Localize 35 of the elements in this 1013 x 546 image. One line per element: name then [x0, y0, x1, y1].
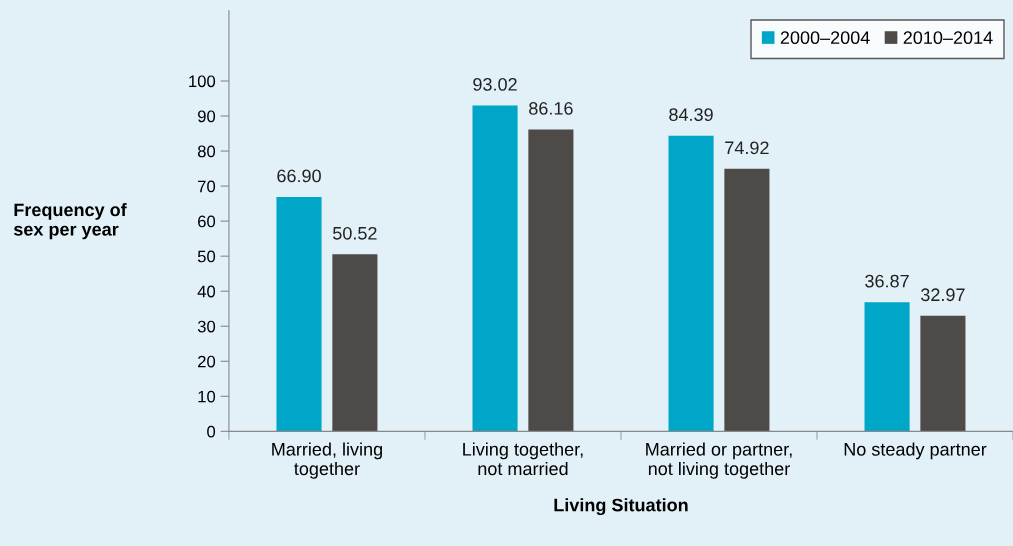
- y-tick-label: 10: [198, 390, 216, 403]
- data-label: 74.92: [725, 141, 769, 155]
- data-label: 86.16: [529, 102, 573, 115]
- data-label: 50.52: [333, 226, 377, 240]
- bar: [724, 168, 770, 432]
- x-tick-label: No steady partner: [844, 442, 987, 460]
- data-label: 93.02: [473, 77, 517, 91]
- x-axis-title: Living Situation: [554, 498, 688, 516]
- y-tick-label: 50: [197, 250, 216, 263]
- x-tick-label: Married or partner, not living together: [646, 442, 792, 479]
- y-tick-label: 30: [197, 320, 216, 333]
- data-label: 36.87: [865, 274, 909, 288]
- data-label: 84.39: [669, 108, 713, 121]
- y-tick-label: 90: [197, 110, 216, 123]
- bar: [332, 254, 378, 432]
- bar: [668, 135, 714, 432]
- data-label: 32.97: [921, 288, 965, 302]
- x-tick-label: Married, living together: [272, 442, 382, 479]
- legend-label: 2000–2004: [780, 31, 870, 45]
- y-tick-label: 60: [198, 215, 216, 228]
- y-axis-title: Frequency of sex per year: [13, 202, 127, 240]
- bar: [920, 315, 966, 432]
- bar: [864, 302, 910, 432]
- y-tick-label: 80: [197, 145, 216, 158]
- data-label: 66.90: [277, 169, 321, 183]
- y-tick-label: 0: [207, 425, 216, 438]
- y-tick-label: 70: [198, 180, 216, 193]
- y-tick-label: 20: [198, 355, 216, 368]
- x-tick-label: Living together, not married: [463, 442, 583, 476]
- y-tick-label: 40: [197, 285, 216, 298]
- bar: [472, 105, 518, 432]
- y-tick-label: 100: [189, 75, 216, 88]
- bar: [528, 129, 574, 432]
- bar: [276, 196, 322, 432]
- legend-label: 2010–2014: [903, 31, 993, 45]
